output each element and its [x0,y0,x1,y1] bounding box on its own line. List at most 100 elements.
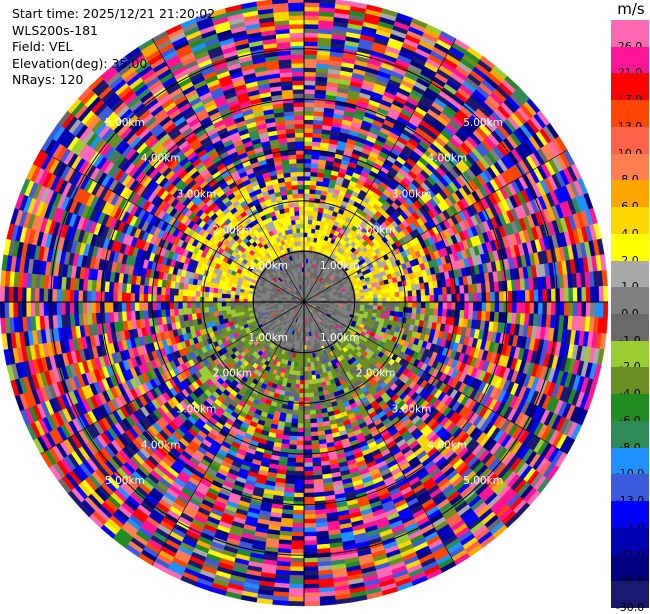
velocity-gate [296,450,304,455]
velocity-gate [304,562,318,567]
velocity-gate [304,102,315,107]
velocity-gate [399,302,404,307]
velocity-gate [300,380,304,384]
velocity-gate [304,189,310,194]
velocity-gate [590,302,595,317]
velocity-gate [416,290,421,296]
velocity-gate [304,2,320,7]
velocity-gate [404,302,409,308]
velocity-gate [304,159,312,164]
velocity-gate [412,308,417,314]
velocity-gate [292,523,304,528]
velocity-gate [378,298,383,302]
velocity-gate [288,396,294,401]
velocity-gate [292,410,298,415]
velocity-gate [399,292,404,297]
velocity-gate [508,291,513,302]
velocity-gate [434,309,439,316]
velocity-gate [296,445,304,450]
velocity-gate [314,396,320,401]
velocity-gate [443,295,448,303]
velocity-gate [295,388,300,393]
velocity-gate [412,302,417,308]
velocity-gate [304,172,311,177]
velocity-gate [390,293,395,298]
velocity-gate [308,228,312,233]
velocity-gate [310,410,316,415]
velocity-gate [434,288,439,295]
velocity-gate [465,293,470,302]
velocity-gate [289,584,304,589]
velocity-gate [304,523,316,528]
velocity-gate [412,296,417,302]
velocity-gate [425,295,430,302]
velocity-gate [430,295,435,302]
velocity-gate [304,532,316,537]
velocity-gate [308,380,313,385]
velocity-gate [478,302,483,311]
velocity-gate [304,597,320,602]
velocity-gate [412,290,417,296]
velocity-gate [369,295,374,299]
velocity-gate [297,441,305,446]
velocity-gate [307,350,310,355]
velocity-gate [304,50,317,55]
velocity-gate [297,436,304,441]
velocity-gate [307,367,311,372]
velocity-gate [469,302,474,311]
velocity-gate [304,72,316,77]
velocity-gate [403,307,408,313]
velocity-gate [288,601,304,606]
velocity-gate [307,237,311,242]
velocity-gate [300,371,304,375]
velocity-gate [299,397,304,402]
velocity-gate [304,558,318,563]
velocity-gate [564,288,569,302]
velocity-gate [304,528,316,533]
velocity-gate [307,363,311,368]
velocity-gate [304,423,311,428]
velocity-gate [290,432,297,437]
velocity-gate [304,476,313,481]
velocity-gate [294,484,304,489]
velocity-gate [312,375,317,380]
velocity-gate [298,415,304,420]
velocity-gate [304,76,316,81]
velocity-gate [508,302,513,313]
velocity-gate [369,298,373,302]
velocity-gate [290,558,304,563]
velocity-gate [308,375,312,380]
velocity-gate [304,220,308,224]
velocity-gate [417,296,422,302]
velocity-gate [272,600,288,606]
velocity-gate [398,312,403,318]
velocity-gate [573,288,578,302]
velocity-gate [586,287,591,302]
velocity-gate [381,289,386,294]
velocity-gate [304,55,317,60]
velocity-gate [291,545,304,550]
velocity-gate [311,436,319,441]
velocity-gate [482,293,487,303]
velocity-gate [304,493,314,498]
velocity-gate [304,120,314,125]
velocity-gate [296,375,300,380]
velocity-gate [304,371,308,375]
velocity-gate [391,302,396,307]
velocity-gate [442,309,447,317]
velocity-gate [512,302,517,313]
velocity-gate [504,302,509,313]
velocity-gate [438,309,443,317]
velocity-gate [373,294,378,298]
velocity-gate [386,306,391,311]
velocity-gate [310,362,314,367]
velocity-gate [304,588,319,593]
velocity-gate [416,308,421,314]
velocity-gate [482,302,487,312]
velocity-gate [391,297,396,302]
velocity-gate [301,363,304,367]
velocity-gate [310,194,316,199]
velocity-gate [421,296,426,302]
velocity-gate [304,228,308,232]
velocity-gate [443,302,448,310]
